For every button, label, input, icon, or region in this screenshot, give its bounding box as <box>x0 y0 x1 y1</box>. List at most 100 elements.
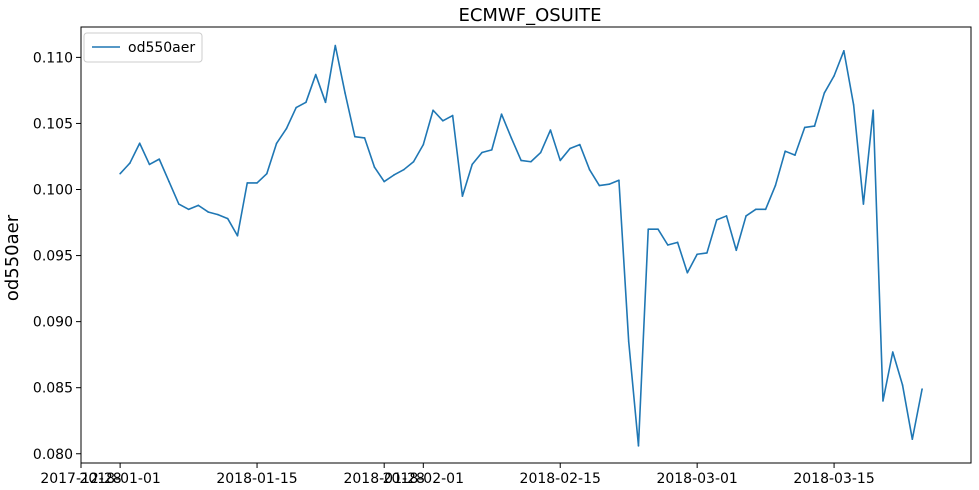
data-point <box>676 241 679 244</box>
data-point <box>794 154 796 156</box>
data-point <box>725 215 728 217</box>
data-point <box>363 137 366 139</box>
data-point <box>588 168 591 171</box>
data-point <box>882 400 884 402</box>
data-point <box>715 219 718 221</box>
data-point <box>569 147 571 150</box>
data-point <box>667 244 669 246</box>
data-point <box>266 172 268 175</box>
series-points <box>119 44 923 447</box>
data-point <box>755 208 757 211</box>
data-point <box>862 203 865 205</box>
data-point <box>451 114 454 117</box>
x-tick-label: 2018-03-01 <box>656 471 737 487</box>
data-point <box>510 137 513 139</box>
data-point <box>852 104 855 106</box>
data-point <box>344 92 346 94</box>
data-point <box>686 271 689 274</box>
legend: od550aer <box>83 32 203 63</box>
data-point <box>735 249 738 252</box>
data-point <box>412 160 415 163</box>
y-tick-label: 0.105 <box>33 116 73 132</box>
data-point <box>138 142 141 145</box>
legend-label: od550aer <box>128 40 195 56</box>
data-point <box>285 127 288 130</box>
y-tick-label: 0.095 <box>33 249 73 265</box>
x-tick-label: 2018-02-15 <box>520 471 601 487</box>
data-point <box>618 179 620 182</box>
data-point <box>324 101 327 104</box>
x-tick-label: 2018-01-01 <box>79 471 160 487</box>
data-point <box>872 109 874 112</box>
data-point <box>226 217 229 220</box>
data-point <box>461 195 464 197</box>
data-point <box>833 75 835 77</box>
data-point <box>891 351 894 353</box>
data-point <box>354 135 356 138</box>
data-point <box>803 126 806 129</box>
data-point <box>559 159 562 162</box>
data-point <box>539 151 542 154</box>
data-point <box>598 184 601 187</box>
data-point <box>901 384 904 386</box>
plot-area-frame <box>80 26 972 464</box>
data-point <box>207 211 209 213</box>
data-point <box>275 142 278 145</box>
data-point <box>256 182 258 184</box>
data-point <box>774 184 777 187</box>
data-point <box>471 163 474 166</box>
y-tick-label: 0.100 <box>33 183 73 199</box>
x-tick-label: 2018-03-15 <box>793 471 874 487</box>
series-layer <box>119 44 923 447</box>
x-tick-label: 2018-01-28 <box>343 471 424 487</box>
data-point <box>578 143 581 146</box>
data-point <box>383 180 385 183</box>
y-tick-label: 0.085 <box>33 381 73 397</box>
data-point <box>442 120 444 122</box>
data-point <box>402 168 405 171</box>
y-axis-ticks: 0.080 0.085 0.090 0.095 0.100 0.105 0.110 <box>33 50 81 463</box>
legend-box <box>83 32 203 63</box>
data-point <box>549 129 552 131</box>
data-point <box>158 158 161 160</box>
data-point <box>696 253 698 256</box>
y-tick-label: 0.080 <box>33 447 73 463</box>
data-point <box>187 208 190 211</box>
data-point <box>168 180 170 183</box>
data-point <box>911 438 914 441</box>
data-point <box>148 163 151 166</box>
data-point <box>530 160 532 163</box>
data-point <box>422 143 425 146</box>
data-point <box>500 113 503 115</box>
data-point <box>314 73 317 76</box>
series-line-od550aer <box>119 44 923 447</box>
data-point <box>843 49 845 52</box>
data-point <box>490 149 493 151</box>
data-point <box>647 228 650 230</box>
data-point <box>393 174 395 176</box>
data-point <box>178 203 180 205</box>
data-point <box>823 92 826 94</box>
data-point <box>608 183 610 186</box>
data-point <box>657 228 659 230</box>
x-tick-label: 2018-01-15 <box>216 471 297 487</box>
data-point <box>197 204 200 207</box>
data-point <box>764 208 767 211</box>
data-point <box>305 101 307 104</box>
data-point <box>129 162 131 164</box>
x-tick-label: 2018-02-01 <box>383 471 464 487</box>
data-point <box>295 106 297 109</box>
data-point <box>627 340 630 343</box>
y-tick-label: 0.110 <box>33 50 73 66</box>
y-tick-label: 0.090 <box>33 315 73 331</box>
data-point <box>637 445 640 447</box>
data-point <box>432 109 434 112</box>
data-point <box>745 215 747 217</box>
data-point <box>334 44 337 47</box>
x-tick-label: 2017-12-28 <box>40 471 121 487</box>
data-point <box>236 234 239 237</box>
data-point <box>784 150 786 152</box>
chart-title: ECMWF_OSUITE <box>458 5 601 26</box>
